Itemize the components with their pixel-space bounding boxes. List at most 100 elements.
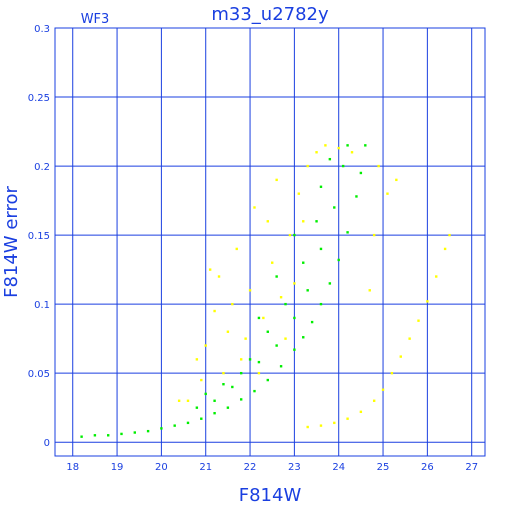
data-point <box>262 316 265 320</box>
data-point <box>257 316 261 320</box>
chart-title: m33_u2782y <box>211 4 329 25</box>
data-point <box>217 275 221 278</box>
data-point <box>257 371 261 375</box>
data-point <box>372 399 376 402</box>
data-point <box>204 344 207 347</box>
x-tick-label: 18 <box>66 462 79 473</box>
data-point <box>350 151 354 154</box>
data-point <box>306 425 309 429</box>
data-point <box>257 360 261 364</box>
data-point <box>226 406 230 409</box>
data-point <box>377 164 380 168</box>
data-point <box>302 261 305 264</box>
data-point <box>195 406 199 409</box>
data-point <box>315 220 318 223</box>
data-point <box>186 421 190 425</box>
data-point <box>328 282 332 285</box>
data-point <box>284 337 287 340</box>
y-axis-label: F814W error <box>1 186 22 298</box>
data-point <box>271 261 274 264</box>
data-point <box>248 358 252 361</box>
data-point <box>204 392 207 396</box>
data-point <box>302 220 305 223</box>
data-point <box>319 424 323 427</box>
data-point <box>408 337 411 340</box>
data-point <box>239 358 243 361</box>
data-point <box>293 316 296 320</box>
plot-area <box>54 27 486 457</box>
data-point <box>239 398 243 401</box>
data-point <box>333 206 336 209</box>
y-tick-label: 0.15 <box>28 231 50 242</box>
data-point <box>355 195 358 198</box>
data-point <box>310 320 314 324</box>
x-tick-label: 23 <box>288 462 301 473</box>
data-point <box>306 164 309 168</box>
data-point <box>359 171 363 175</box>
data-point <box>244 337 247 340</box>
data-point <box>426 300 429 303</box>
x-tick-label: 24 <box>332 462 345 473</box>
series-layer <box>80 144 451 438</box>
data-point <box>324 144 327 147</box>
x-tick-label: 20 <box>155 462 168 473</box>
data-point <box>213 309 216 313</box>
data-point <box>160 427 163 430</box>
y-tick-label: 0 <box>44 438 50 449</box>
data-point <box>297 192 301 195</box>
data-point <box>395 178 398 182</box>
tick-layer: 18 19 20 21 22 23 24 25 26 27 0 0.05 0.1 0.15 0.2 0.25 0… <box>28 24 478 473</box>
data-point <box>386 192 389 195</box>
data-point <box>341 164 345 168</box>
data-point <box>302 336 305 339</box>
x-tick-label: 22 <box>244 462 257 473</box>
data-point <box>319 247 323 251</box>
data-point <box>333 421 336 425</box>
data-point <box>177 399 181 402</box>
data-point <box>222 371 225 375</box>
data-point <box>235 247 238 251</box>
data-point <box>200 417 203 420</box>
data-point <box>328 157 332 161</box>
data-point <box>253 206 256 209</box>
series-1 <box>177 144 451 429</box>
data-point <box>253 389 256 393</box>
data-point <box>213 412 216 415</box>
data-point <box>337 146 340 150</box>
data-point <box>368 289 371 292</box>
data-point <box>279 296 283 299</box>
data-point <box>266 378 269 382</box>
data-point <box>319 185 323 188</box>
grid <box>55 27 485 456</box>
data-point <box>337 258 340 262</box>
data-point <box>346 231 349 234</box>
data-point <box>133 431 136 434</box>
data-point <box>146 429 150 433</box>
x-tick-label: 19 <box>111 462 124 473</box>
x-tick-label: 26 <box>421 462 434 473</box>
data-point <box>222 383 225 386</box>
chip-label: WF3 <box>81 12 110 27</box>
data-point <box>213 399 216 402</box>
data-point <box>266 220 269 223</box>
data-point <box>93 434 97 437</box>
data-point <box>120 432 123 436</box>
data-point <box>381 388 385 391</box>
data-point <box>275 275 278 278</box>
data-point <box>417 319 420 322</box>
series-0 <box>80 144 367 438</box>
x-tick-label: 27 <box>465 462 478 473</box>
data-point <box>399 355 402 358</box>
data-point <box>231 385 234 389</box>
data-point <box>173 424 176 427</box>
data-point <box>275 178 278 182</box>
data-point <box>279 365 283 368</box>
data-point <box>288 233 292 237</box>
data-point <box>275 344 278 347</box>
data-point <box>435 275 438 278</box>
data-point <box>359 410 363 414</box>
x-axis-label: F814W <box>239 485 302 506</box>
data-point <box>346 417 349 420</box>
x-tick-label: 25 <box>377 462 390 473</box>
